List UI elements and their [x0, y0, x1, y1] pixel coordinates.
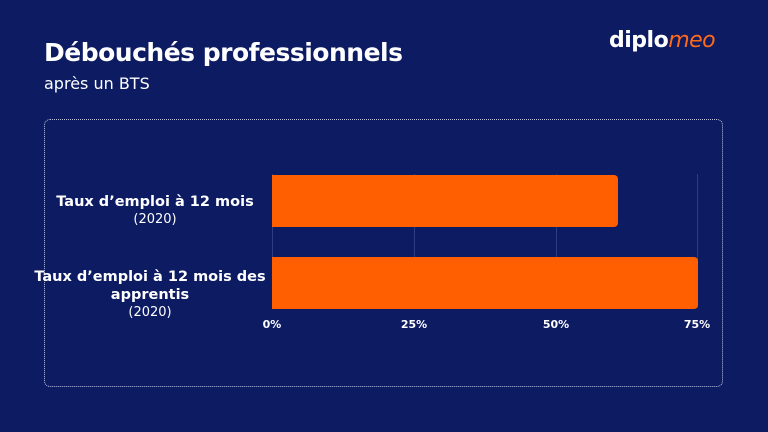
category-year: (2020)	[133, 212, 177, 227]
x-tick-50: 50%	[542, 318, 570, 331]
gridline-75	[697, 174, 698, 308]
bar-chart-plot	[272, 174, 698, 309]
gridline-0	[272, 174, 273, 308]
category-year: (2020)	[128, 305, 172, 320]
category-label-1: Taux d’emploi à 12 mois (2020)	[35, 193, 275, 229]
page-title: Débouchés professionnels	[44, 38, 403, 67]
category-label-2: Taux d’emploi à 12 mois des apprentis (2…	[25, 268, 275, 322]
bar-emploi-apprentis	[272, 257, 698, 309]
category-label-text: Taux d’emploi à 12 mois	[56, 194, 254, 210]
logo-part-2: meo	[668, 28, 716, 53]
gridline-50	[556, 174, 557, 308]
category-label-text: Taux d’emploi à 12 mois des apprentis	[34, 269, 266, 303]
x-tick-0: 0%	[262, 318, 282, 331]
bar-emploi-12-mois	[272, 175, 619, 227]
page-subtitle: après un BTS	[44, 74, 150, 93]
logo-part-1: diplo	[609, 28, 669, 53]
diplomeo-logo: diplomeo	[609, 28, 716, 53]
gridline-25	[414, 174, 415, 308]
x-tick-25: 25%	[400, 318, 428, 331]
x-tick-75: 75%	[683, 318, 711, 331]
chart-frame	[44, 119, 723, 387]
